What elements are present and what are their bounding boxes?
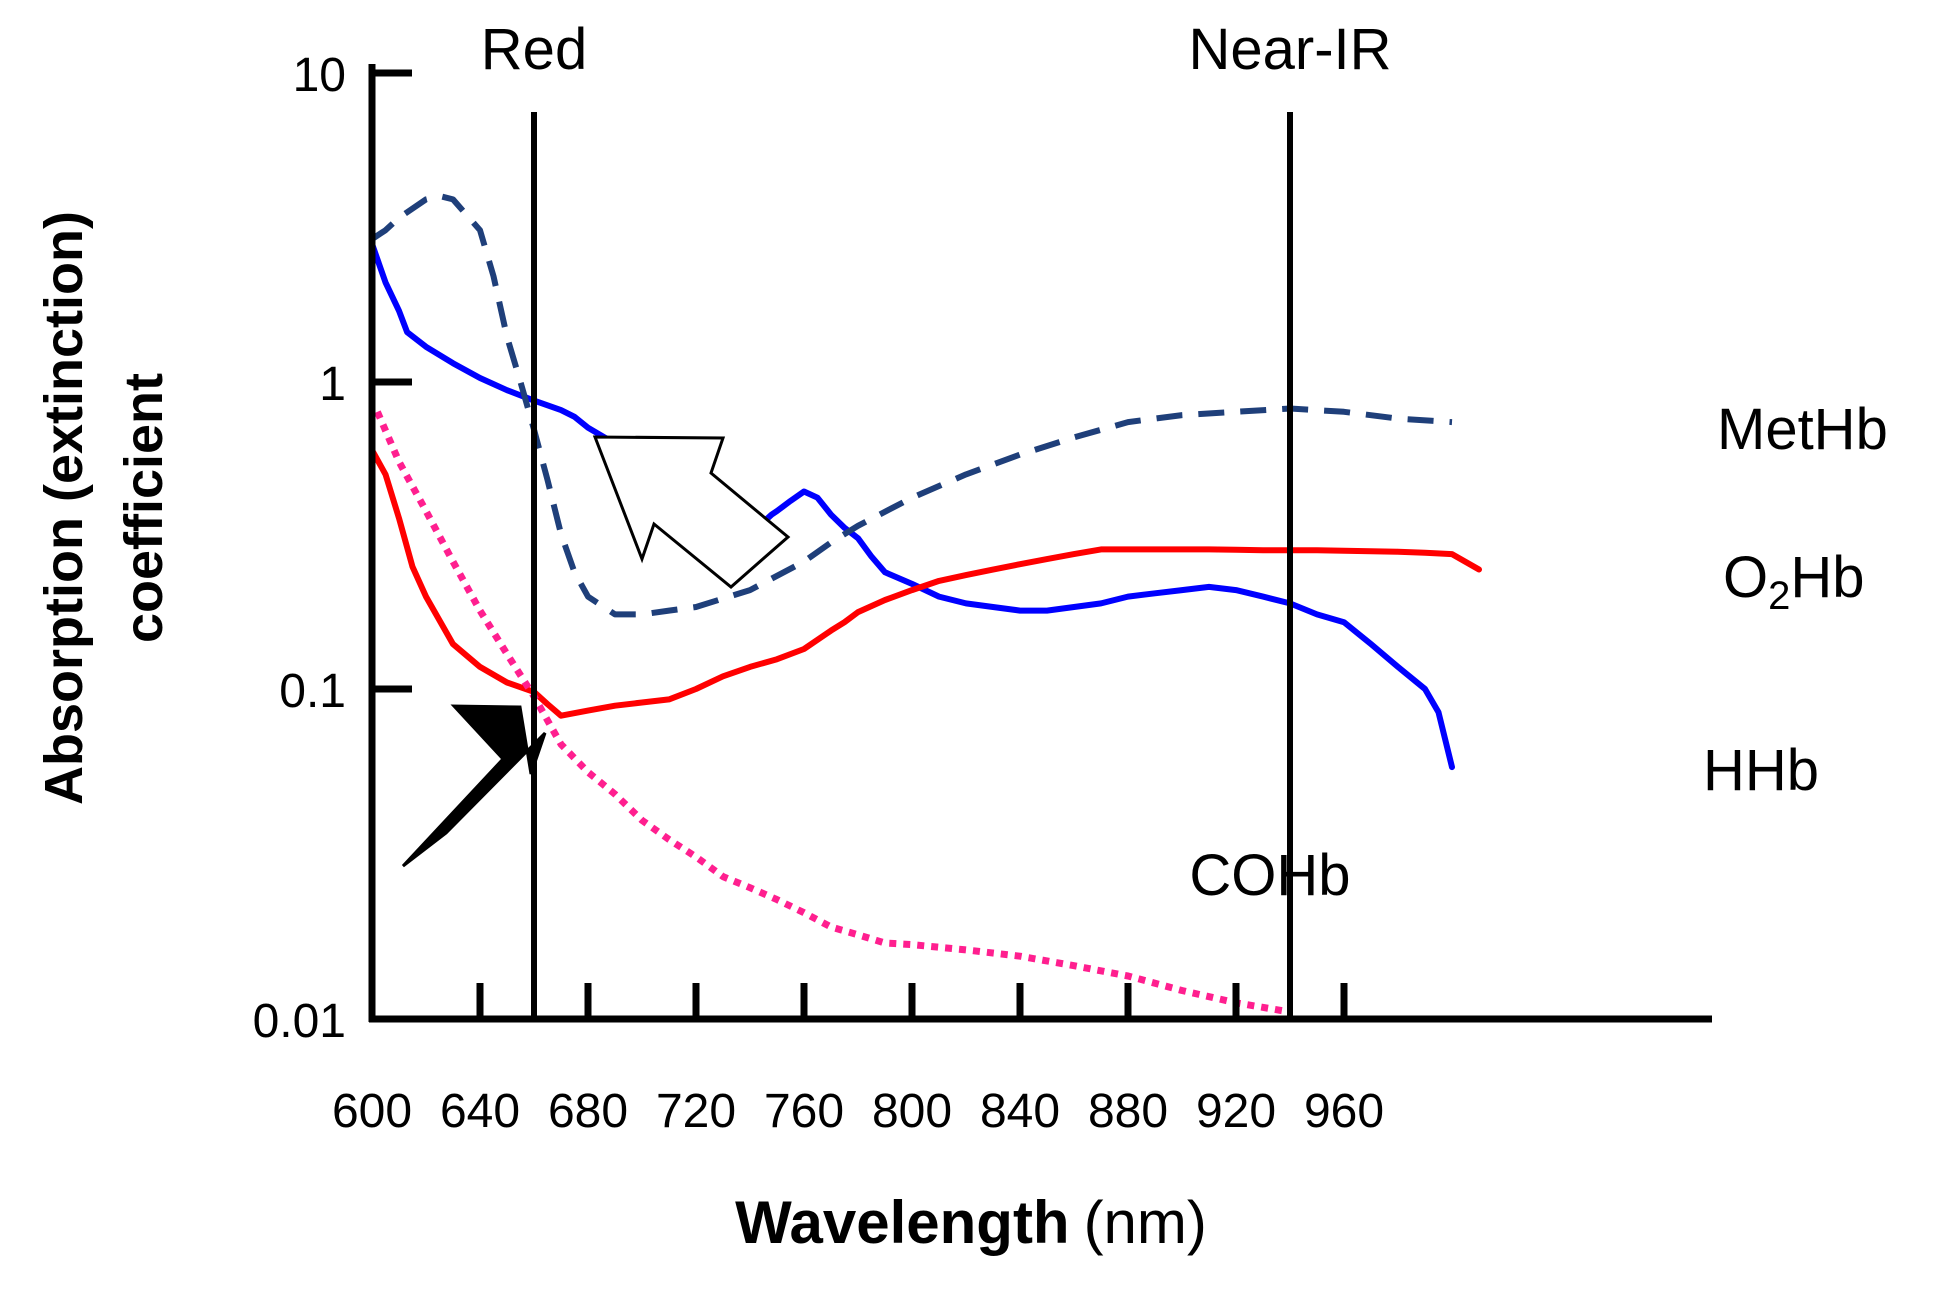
series-label-methb: MetHb bbox=[1717, 397, 1888, 462]
series-label-ohb: O2Hb bbox=[1723, 545, 1865, 618]
series-line-ohb bbox=[372, 447, 1482, 719]
y-tick-label-3: 10 bbox=[293, 49, 346, 102]
y-tick-label-2: 1 bbox=[319, 358, 346, 411]
y-axis-title: Absorption (extinction) coefficient bbox=[34, 211, 174, 805]
x-tick-label-8: 920 bbox=[1196, 1085, 1276, 1138]
y-tick-label-1: 0.1 bbox=[279, 665, 346, 718]
series-labels: HHb O2Hb MetHb COHb bbox=[1189, 397, 1887, 908]
filled-arrow-icon bbox=[401, 704, 547, 868]
x-tick-label-1: 640 bbox=[440, 1085, 520, 1138]
y-axis-title-line1: Absorption (extinction) bbox=[34, 211, 94, 805]
series-label-cohb: COHb bbox=[1189, 843, 1350, 908]
x-tick-label-5: 800 bbox=[872, 1085, 952, 1138]
series-label-hhb: HHb bbox=[1703, 738, 1819, 803]
x-tick-label-2: 680 bbox=[548, 1085, 628, 1138]
arrows bbox=[401, 435, 791, 868]
series-line-methb bbox=[372, 193, 1453, 618]
series-line-cohb bbox=[374, 410, 1291, 1016]
x-tick-label-0: 600 bbox=[332, 1085, 412, 1138]
wavelength-markers: Red Near-IR bbox=[481, 17, 1392, 1019]
axes bbox=[368, 64, 1712, 1023]
series-line-hhb bbox=[372, 240, 1455, 771]
x-tick-label-9: 960 bbox=[1304, 1085, 1384, 1138]
series-group bbox=[372, 193, 1482, 1016]
y-axis-title-line2: coefficient bbox=[114, 373, 174, 643]
x-tick-label-3: 720 bbox=[656, 1085, 736, 1138]
x-axis-title: Wavelength (nm) bbox=[735, 1189, 1207, 1256]
x-ticks: 600 640 680 720 760 800 840 880 920 960 bbox=[332, 983, 1384, 1138]
marker-label-1: Near-IR bbox=[1188, 17, 1391, 82]
x-tick-label-7: 880 bbox=[1088, 1085, 1168, 1138]
hollow-arrow-icon bbox=[592, 435, 791, 589]
marker-label-0: Red bbox=[481, 17, 587, 82]
y-ticks: 0.01 0.1 1 10 bbox=[253, 49, 412, 1048]
x-tick-label-6: 840 bbox=[980, 1085, 1060, 1138]
x-tick-label-4: 760 bbox=[764, 1085, 844, 1138]
y-tick-label-0: 0.01 bbox=[253, 995, 346, 1048]
